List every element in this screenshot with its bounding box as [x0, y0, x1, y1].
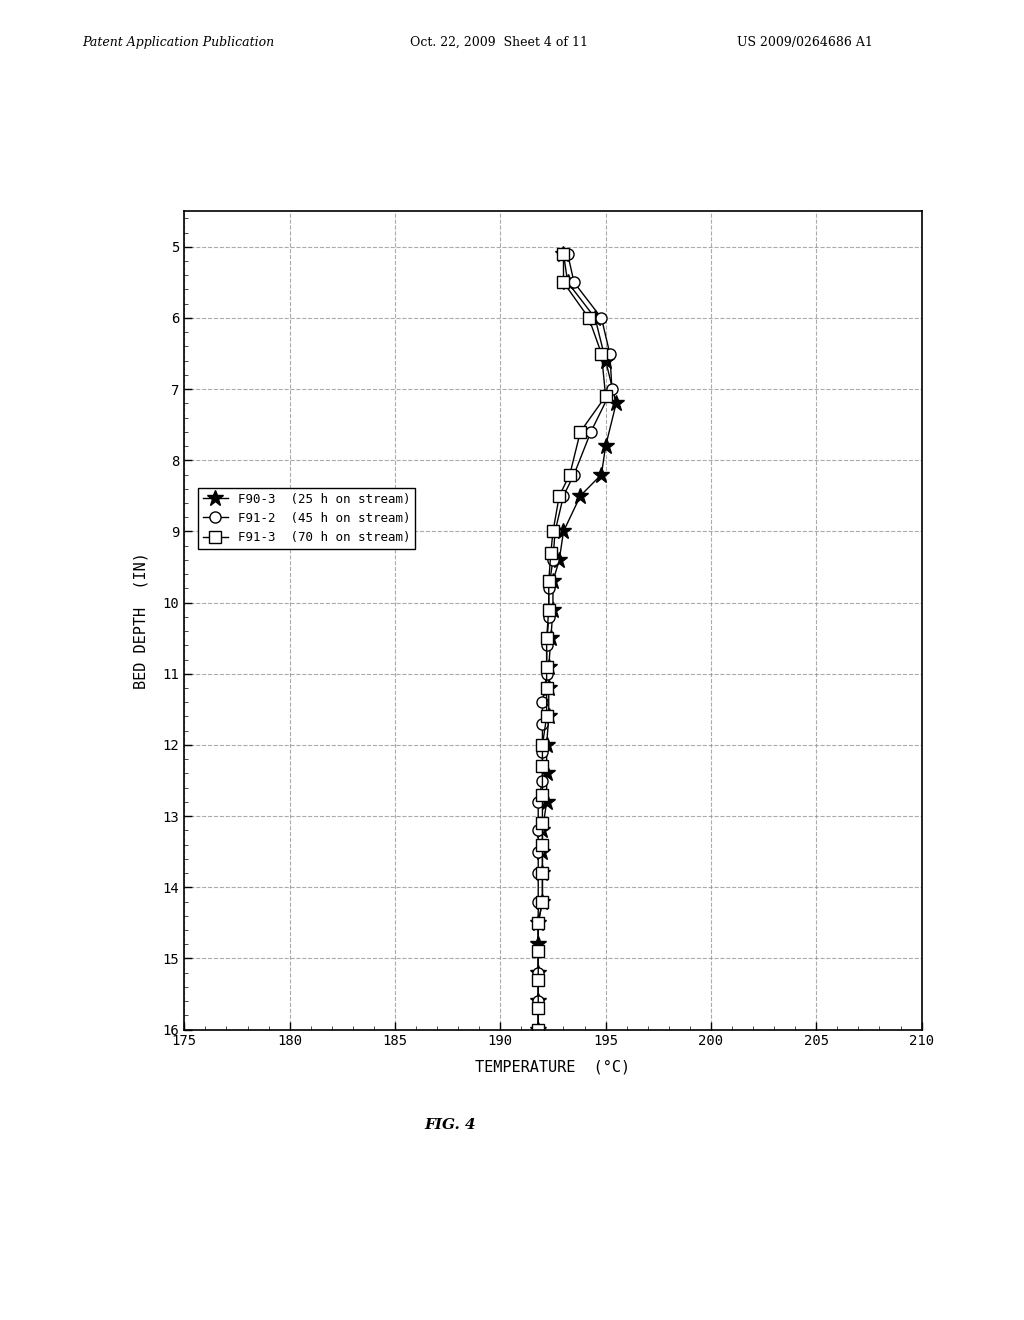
Text: FIG. 4: FIG. 4 [425, 1118, 476, 1131]
Legend: F90-3  (25 h on stream), F91-2  (45 h on stream), F91-3  (70 h on stream): F90-3 (25 h on stream), F91-2 (45 h on s… [198, 487, 416, 549]
Text: Oct. 22, 2009  Sheet 4 of 11: Oct. 22, 2009 Sheet 4 of 11 [410, 36, 588, 49]
X-axis label: TEMPERATURE  (°C): TEMPERATURE (°C) [475, 1060, 631, 1074]
Text: US 2009/0264686 A1: US 2009/0264686 A1 [737, 36, 873, 49]
Y-axis label: BED DEPTH  (IN): BED DEPTH (IN) [134, 552, 148, 689]
Text: Patent Application Publication: Patent Application Publication [82, 36, 274, 49]
